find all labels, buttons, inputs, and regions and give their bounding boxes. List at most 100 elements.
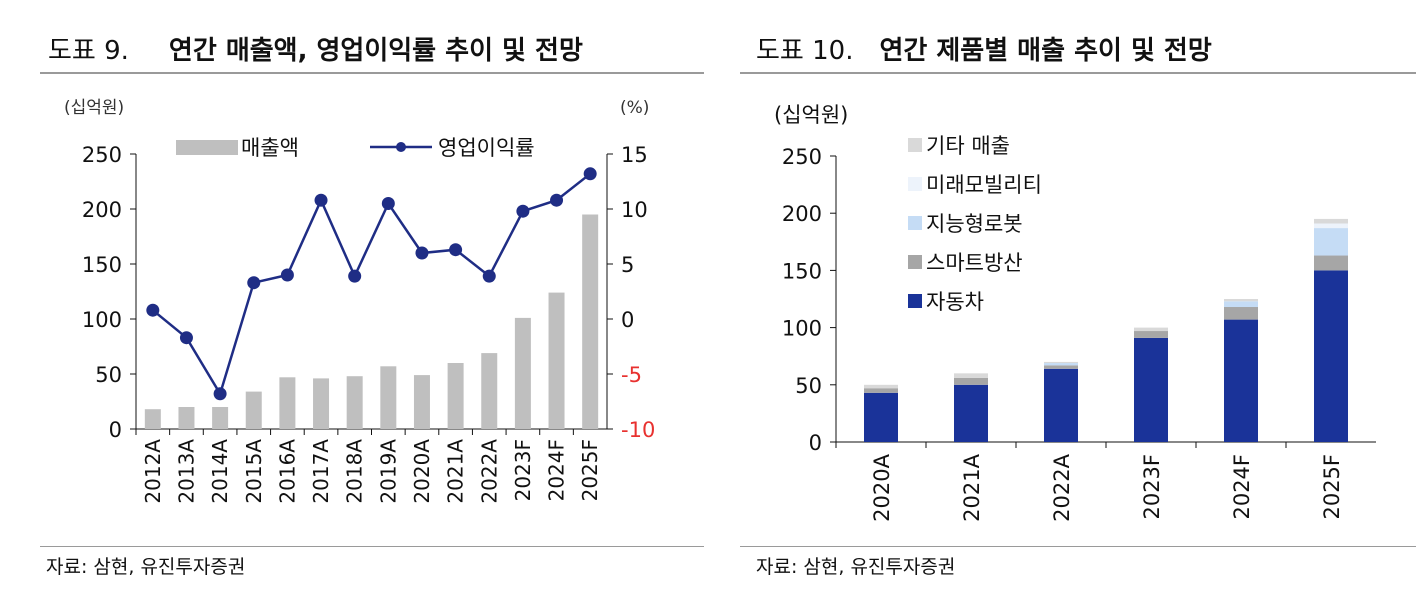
stacked-bar-segment [1314, 228, 1348, 256]
figure-10-source: 자료: 삼현, 유진투자증권 [756, 556, 956, 578]
figure-9-source: 자료: 삼현, 유진투자증권 [46, 556, 246, 578]
stacked-bar-segment [864, 388, 898, 393]
legend-label: 자동차 [926, 290, 984, 314]
operating-margin-point [247, 276, 261, 290]
x-tick-label: 2013A [174, 439, 198, 504]
x-tick-label: 2015A [242, 439, 266, 504]
x-tick-label: 2021A [960, 453, 984, 521]
figure-10-panel: 도표 10. 연간 제품별 매출 추이 및 전망 (십억원) 0 50 100 150 20… [712, 0, 1424, 600]
operating-margin-line [152, 172, 591, 397]
legend-swatch [908, 138, 922, 152]
figure-10-title: 연간 제품별 매출 추이 및 전망 [879, 36, 1212, 66]
x-tick-label: 2018A [343, 439, 367, 504]
revenue-margin-chart: (십억원) (%) 0 50 100 150 200 250 -10 -5 0 5 10 15 2012A 2… [64, 98, 655, 504]
stacked-bar-segment [1134, 327, 1168, 332]
operating-margin-point [449, 243, 463, 257]
stacked-bar-segment [1224, 299, 1258, 302]
operating-margin-point [280, 268, 294, 282]
stacked-bar-segment [1314, 255, 1348, 271]
left-axis-unit-label: (십억원) [64, 98, 124, 118]
left-y-tick-label: 200 [82, 198, 122, 222]
x-tick-label: 2014A [208, 439, 232, 504]
x-tick-label: 2016A [275, 439, 299, 504]
x-tick-label: 2024F [545, 439, 569, 501]
figure-10-label: 도표 10. [756, 36, 854, 66]
y-tick-label: 250 [782, 145, 822, 169]
right-y-tick-label: 0 [621, 308, 634, 332]
x-tick-label: 2012A [141, 439, 165, 504]
revenue-bar [178, 407, 195, 429]
legend-revenue-label: 매출액 [241, 136, 299, 160]
legend-margin-marker [396, 142, 406, 152]
stacked-bar-segment [1044, 361, 1078, 364]
revenue-bar [346, 376, 363, 429]
left-y-tick-label: 150 [82, 253, 122, 277]
legend-label: 스마트방산 [926, 251, 1023, 275]
stacked-bar-segment [1224, 319, 1258, 442]
left-y-tick-label: 250 [82, 143, 122, 167]
stacked-bar-segment [1134, 331, 1168, 338]
revenue-bar [481, 353, 498, 429]
figure-9-bottom-rule [40, 546, 704, 547]
operating-margin-point [415, 246, 429, 260]
x-tick-label: 2017A [309, 439, 333, 504]
stacked-bar-segment [1044, 368, 1078, 442]
stacked-bar-segment [954, 373, 988, 378]
x-tick-label: 2024F [1230, 454, 1254, 520]
figure-9-panel: 도표 9. 연간 매출액, 영업이익률 추이 및 전망 (십억원) (%) 0 50 10… [40, 30, 704, 578]
legend-swatch [908, 255, 922, 269]
figure-9-top-rule [40, 72, 704, 74]
legend-swatch [908, 216, 922, 230]
right-y-tick-label: -10 [621, 418, 655, 442]
legend-label: 지능형로봇 [926, 212, 1023, 236]
right-axis-unit-label: (%) [620, 98, 649, 118]
revenue-bar [279, 377, 296, 429]
stacked-bar-segment [1314, 270, 1348, 442]
operating-margin-point [550, 193, 564, 207]
stacked-bar-segment [954, 377, 988, 385]
y-tick-label: 0 [809, 431, 822, 455]
stacked-bar-segment [1044, 365, 1078, 369]
legend-swatch [908, 294, 922, 308]
left-y-tick-label: 100 [82, 308, 122, 332]
stacked-bar-segment [954, 384, 988, 442]
left-y-tick-label: 50 [95, 363, 122, 387]
x-tick-label: 2025F [578, 439, 602, 501]
revenue-bar [413, 375, 430, 429]
figure-10-bottom-rule [740, 546, 1416, 547]
left-y-tick-label: 0 [109, 418, 122, 442]
right-y-tick-label: 5 [621, 253, 634, 277]
legend-swatch [908, 177, 922, 191]
figure-9-title: 연간 매출액, 영업이익률 추이 및 전망 [168, 36, 583, 66]
legend-revenue-swatch [176, 140, 238, 155]
operating-margin-point [348, 269, 362, 283]
y-tick-label: 100 [782, 317, 822, 341]
revenue-bar [548, 292, 565, 429]
figure-10-top-rule [740, 72, 1416, 74]
stacked-bar-segment [1314, 218, 1348, 224]
revenue-bar [582, 214, 599, 429]
x-tick-label: 2021A [444, 439, 468, 504]
stacked-bar-segment [1314, 223, 1348, 229]
x-tick-label: 2019A [376, 439, 400, 504]
revenue-bar [380, 366, 397, 429]
stacked-bar-segment [1224, 307, 1258, 320]
x-tick-label: 2020A [870, 453, 894, 521]
figure-10-header: 도표 10. 연간 제품별 매출 추이 및 전망 [756, 30, 1212, 67]
revenue-bar [514, 317, 531, 429]
right-y-tick-label: -5 [621, 363, 642, 387]
x-tick-label: 2022A [1050, 453, 1074, 521]
x-tick-label: 2022A [477, 439, 501, 504]
product-sales-chart: (십억원) 0 50 100 150 200 250 2020A 2021A 2022A 2023F… [774, 103, 1376, 522]
operating-margin-point [146, 303, 160, 317]
figure-9-label: 도표 9. [48, 36, 129, 66]
revenue-bar [144, 409, 161, 429]
operating-margin-point [179, 331, 193, 345]
stacked-bar-segment [1044, 363, 1078, 366]
y-axis-unit-label: (십억원) [774, 103, 848, 127]
right-y-tick-label: 15 [621, 143, 648, 167]
operating-margin-point [381, 197, 395, 210]
stacked-bar-segment [864, 384, 898, 389]
x-tick-label: 2025F [1320, 454, 1344, 520]
figure-9-header: 도표 9. 연간 매출액, 영업이익률 추이 및 전망 [48, 30, 583, 67]
